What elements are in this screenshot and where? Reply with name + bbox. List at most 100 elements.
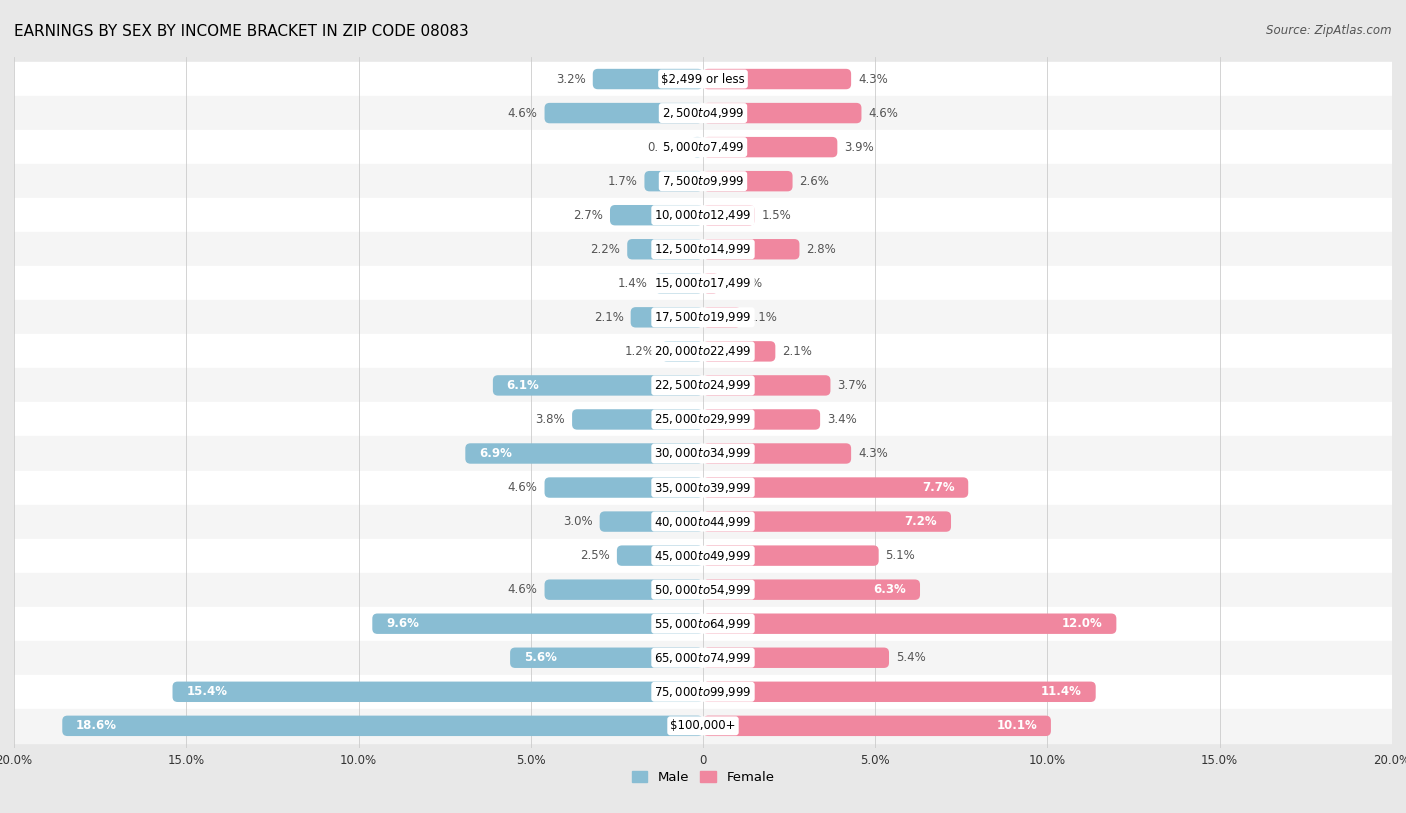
Text: 3.0%: 3.0% xyxy=(564,515,593,528)
FancyBboxPatch shape xyxy=(703,171,793,191)
FancyBboxPatch shape xyxy=(655,273,703,293)
Bar xyxy=(0,641,1406,675)
Bar xyxy=(0,300,1406,334)
Bar xyxy=(0,96,1406,130)
Text: 4.6%: 4.6% xyxy=(508,481,537,494)
Text: 1.5%: 1.5% xyxy=(762,209,792,222)
Text: 1.1%: 1.1% xyxy=(748,311,778,324)
Bar xyxy=(0,572,1406,606)
Text: $75,000 to $99,999: $75,000 to $99,999 xyxy=(654,685,752,699)
FancyBboxPatch shape xyxy=(62,715,703,736)
Bar xyxy=(0,471,1406,505)
Bar xyxy=(0,368,1406,402)
Text: 0.33%: 0.33% xyxy=(648,141,685,154)
Text: $50,000 to $54,999: $50,000 to $54,999 xyxy=(654,583,752,597)
FancyBboxPatch shape xyxy=(173,681,703,702)
FancyBboxPatch shape xyxy=(703,580,920,600)
FancyBboxPatch shape xyxy=(703,205,755,225)
Bar xyxy=(0,402,1406,437)
Text: 3.9%: 3.9% xyxy=(844,141,875,154)
Text: 1.4%: 1.4% xyxy=(619,276,648,289)
Bar xyxy=(0,709,1406,743)
FancyBboxPatch shape xyxy=(703,69,851,89)
FancyBboxPatch shape xyxy=(599,511,703,532)
Text: $22,500 to $24,999: $22,500 to $24,999 xyxy=(654,378,752,393)
Text: 1.2%: 1.2% xyxy=(624,345,655,358)
Text: 1.7%: 1.7% xyxy=(607,175,637,188)
FancyBboxPatch shape xyxy=(494,376,703,396)
Text: 11.4%: 11.4% xyxy=(1040,685,1083,698)
Text: 3.4%: 3.4% xyxy=(827,413,856,426)
Text: 7.7%: 7.7% xyxy=(922,481,955,494)
FancyBboxPatch shape xyxy=(703,715,1050,736)
FancyBboxPatch shape xyxy=(544,580,703,600)
Bar xyxy=(0,334,1406,368)
Text: 5.4%: 5.4% xyxy=(896,651,925,664)
Bar xyxy=(0,62,1406,96)
Bar xyxy=(0,164,1406,198)
FancyBboxPatch shape xyxy=(593,69,703,89)
Text: 10.1%: 10.1% xyxy=(997,720,1038,733)
FancyBboxPatch shape xyxy=(631,307,703,328)
Text: 12.0%: 12.0% xyxy=(1062,617,1102,630)
Text: $25,000 to $29,999: $25,000 to $29,999 xyxy=(654,412,752,427)
FancyBboxPatch shape xyxy=(703,614,1116,634)
FancyBboxPatch shape xyxy=(617,546,703,566)
Text: $17,500 to $19,999: $17,500 to $19,999 xyxy=(654,311,752,324)
Text: $20,000 to $22,499: $20,000 to $22,499 xyxy=(654,345,752,359)
Text: $5,000 to $7,499: $5,000 to $7,499 xyxy=(662,140,744,154)
FancyBboxPatch shape xyxy=(544,477,703,498)
FancyBboxPatch shape xyxy=(703,103,862,124)
FancyBboxPatch shape xyxy=(465,443,703,463)
FancyBboxPatch shape xyxy=(703,341,775,362)
Text: 18.6%: 18.6% xyxy=(76,720,117,733)
Text: 4.6%: 4.6% xyxy=(508,107,537,120)
FancyBboxPatch shape xyxy=(692,137,703,158)
FancyBboxPatch shape xyxy=(627,239,703,259)
Text: 3.8%: 3.8% xyxy=(536,413,565,426)
FancyBboxPatch shape xyxy=(703,546,879,566)
Bar xyxy=(0,267,1406,300)
Text: 2.7%: 2.7% xyxy=(574,209,603,222)
FancyBboxPatch shape xyxy=(703,647,889,668)
FancyBboxPatch shape xyxy=(703,273,718,293)
Text: 4.3%: 4.3% xyxy=(858,72,887,85)
Text: 2.1%: 2.1% xyxy=(782,345,813,358)
Text: 4.6%: 4.6% xyxy=(869,107,898,120)
Bar xyxy=(0,233,1406,267)
Text: 4.6%: 4.6% xyxy=(508,583,537,596)
Text: 6.3%: 6.3% xyxy=(873,583,907,596)
Text: 7.2%: 7.2% xyxy=(904,515,938,528)
FancyBboxPatch shape xyxy=(703,239,800,259)
Text: 2.8%: 2.8% xyxy=(807,243,837,256)
Text: $30,000 to $34,999: $30,000 to $34,999 xyxy=(654,446,752,460)
Text: 6.1%: 6.1% xyxy=(506,379,540,392)
Text: $55,000 to $64,999: $55,000 to $64,999 xyxy=(654,617,752,631)
Text: $45,000 to $49,999: $45,000 to $49,999 xyxy=(654,549,752,563)
Text: $2,500 to $4,999: $2,500 to $4,999 xyxy=(662,106,744,120)
Text: $65,000 to $74,999: $65,000 to $74,999 xyxy=(654,650,752,665)
Text: 2.5%: 2.5% xyxy=(581,549,610,562)
Text: 6.9%: 6.9% xyxy=(479,447,512,460)
Text: $100,000+: $100,000+ xyxy=(671,720,735,733)
FancyBboxPatch shape xyxy=(610,205,703,225)
FancyBboxPatch shape xyxy=(662,341,703,362)
Text: 4.3%: 4.3% xyxy=(858,447,887,460)
Text: $7,500 to $9,999: $7,500 to $9,999 xyxy=(662,174,744,188)
FancyBboxPatch shape xyxy=(572,409,703,429)
Text: $10,000 to $12,499: $10,000 to $12,499 xyxy=(654,208,752,222)
Text: $2,499 or less: $2,499 or less xyxy=(661,72,745,85)
Bar xyxy=(0,437,1406,471)
FancyBboxPatch shape xyxy=(703,477,969,498)
Bar xyxy=(0,675,1406,709)
FancyBboxPatch shape xyxy=(510,647,703,668)
Bar xyxy=(0,606,1406,641)
Text: $15,000 to $17,499: $15,000 to $17,499 xyxy=(654,276,752,290)
FancyBboxPatch shape xyxy=(703,511,950,532)
Bar xyxy=(0,538,1406,572)
FancyBboxPatch shape xyxy=(703,137,838,158)
FancyBboxPatch shape xyxy=(544,103,703,124)
Bar xyxy=(0,130,1406,164)
Text: 5.6%: 5.6% xyxy=(524,651,557,664)
FancyBboxPatch shape xyxy=(373,614,703,634)
